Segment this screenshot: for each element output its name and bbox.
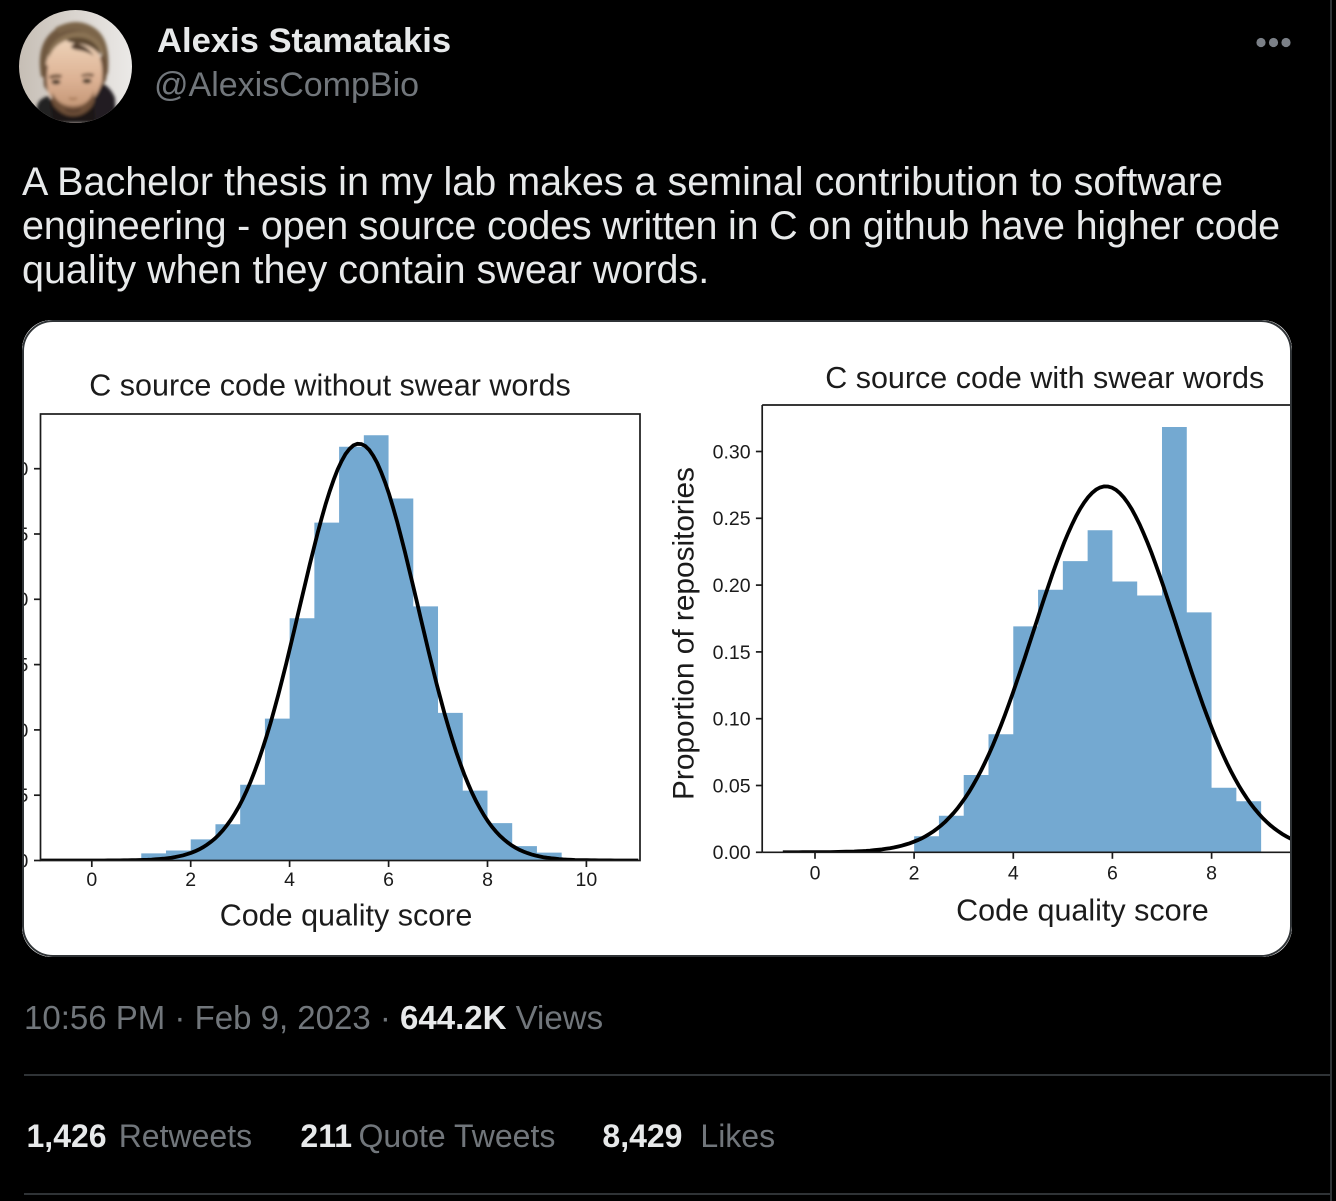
svg-text:2: 2 — [185, 869, 196, 891]
svg-text:6: 6 — [383, 869, 394, 891]
svg-text:0.10: 0.10 — [713, 709, 751, 731]
svg-text:0.30: 0.30 — [713, 441, 751, 463]
svg-text:0.25: 0.25 — [713, 508, 751, 530]
svg-text:0.000: 0.000 — [22, 850, 28, 872]
svg-text:0.025: 0.025 — [22, 785, 28, 807]
svg-text:0.20: 0.20 — [713, 575, 751, 597]
svg-text:0.125: 0.125 — [22, 524, 28, 546]
svg-text:Code quality score: Code quality score — [956, 893, 1209, 927]
svg-text:0.05: 0.05 — [713, 775, 751, 797]
svg-text:0.100: 0.100 — [22, 589, 28, 611]
svg-text:0.00: 0.00 — [713, 842, 751, 864]
svg-text:8: 8 — [1206, 862, 1217, 884]
svg-text:6: 6 — [1107, 862, 1118, 884]
svg-text:C source code with swear words: C source code with swear words — [825, 361, 1264, 395]
svg-text:0.150: 0.150 — [22, 459, 28, 481]
svg-text:8: 8 — [482, 869, 493, 891]
svg-text:0: 0 — [86, 869, 97, 891]
svg-text:4: 4 — [284, 869, 295, 891]
svg-text:C source code without swear wo: C source code without swear words — [89, 369, 570, 403]
svg-text:Proportion of repositories: Proportion of repositories — [668, 467, 701, 800]
svg-text:0: 0 — [810, 862, 821, 884]
svg-text:2: 2 — [909, 862, 920, 884]
svg-text:0.15: 0.15 — [713, 642, 751, 664]
svg-text:0.050: 0.050 — [22, 720, 28, 742]
svg-text:0.075: 0.075 — [22, 655, 28, 677]
svg-text:Code quality score: Code quality score — [220, 899, 473, 933]
svg-text:10: 10 — [576, 869, 598, 891]
svg-text:4: 4 — [1008, 862, 1019, 884]
